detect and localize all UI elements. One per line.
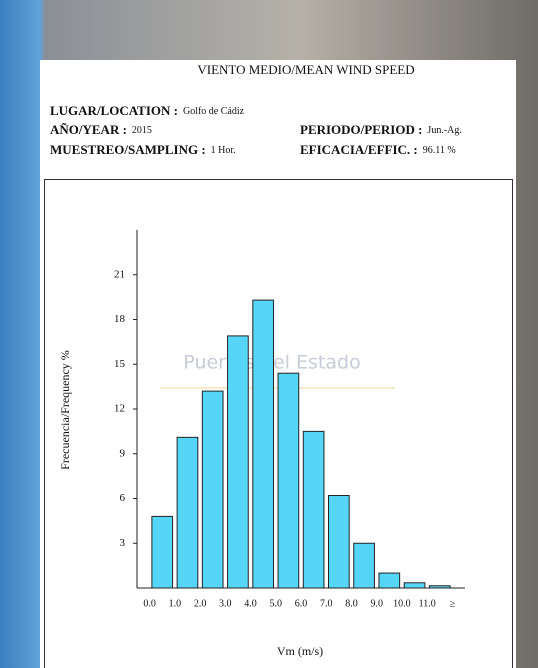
bar xyxy=(403,582,426,589)
bar xyxy=(328,495,350,589)
field: AÑO/YEAR : 2015 xyxy=(50,122,152,137)
field: LUGAR/LOCATION : Golfo de Cádiz xyxy=(50,103,245,118)
field-value: 1 Hor. xyxy=(211,145,236,156)
x-tick-label: 0.0 xyxy=(143,598,156,609)
chart-title: VIENTO MEDIO/MEAN WIND SPEED xyxy=(197,62,414,77)
bar xyxy=(176,436,199,589)
y-axis-label: Frecuencia/Frequency % xyxy=(58,350,72,470)
bar xyxy=(353,542,375,589)
bar xyxy=(151,515,174,589)
x-tick-label: 8.0 xyxy=(345,598,358,609)
y-tick-label: 3 xyxy=(120,537,126,549)
y-tick-label: 18 xyxy=(114,313,126,325)
field-value: Golfo de Cádiz xyxy=(183,106,245,117)
field-label: MUESTREO/SAMPLING : xyxy=(50,142,206,157)
bar xyxy=(302,430,325,589)
field-value: Jun.-Ag. xyxy=(427,125,461,136)
x-tick-label: 5.0 xyxy=(270,598,283,609)
x-tick-label: 4.0 xyxy=(244,598,257,609)
bar xyxy=(227,335,249,589)
field-value: 2015 xyxy=(132,125,152,136)
y-tick-label: 6 xyxy=(120,492,126,504)
bar xyxy=(277,372,300,589)
x-tick-label: 1.0 xyxy=(169,598,182,609)
bar xyxy=(201,390,224,589)
bar xyxy=(252,299,274,589)
x-tick-label: 10.0 xyxy=(393,598,411,609)
x-tick-label: 7.0 xyxy=(320,598,333,609)
x-tick-label: 6.0 xyxy=(295,598,308,609)
y-tick-label: 15 xyxy=(114,358,126,370)
field-label: LUGAR/LOCATION : xyxy=(50,103,178,118)
x-tick-label: ≥ xyxy=(450,598,456,609)
y-tick-label: 21 xyxy=(114,268,125,280)
field: EFICACIA/EFFIC. : 96.11 % xyxy=(300,142,456,157)
field-label: EFICACIA/EFFIC. : xyxy=(300,142,418,157)
chart-frame xyxy=(44,179,513,668)
x-tick-label: 9.0 xyxy=(370,598,383,609)
x-axis-label: Vm (m/s) xyxy=(277,644,323,658)
y-tick-label: 9 xyxy=(120,447,126,459)
field-value: 96.11 % xyxy=(423,145,456,156)
x-tick-label: 11.0 xyxy=(419,598,436,609)
field-label: PERIODO/PERIOD : xyxy=(300,122,422,137)
x-tick-label: 3.0 xyxy=(219,598,232,609)
bar xyxy=(428,585,451,589)
bar xyxy=(378,572,401,589)
field: MUESTREO/SAMPLING : 1 Hor. xyxy=(50,142,236,157)
y-tick-label: 12 xyxy=(114,403,125,415)
x-tick-label: 2.0 xyxy=(194,598,207,609)
field: PERIODO/PERIOD : Jun.-Ag. xyxy=(300,122,462,137)
field-label: AÑO/YEAR : xyxy=(50,122,127,137)
